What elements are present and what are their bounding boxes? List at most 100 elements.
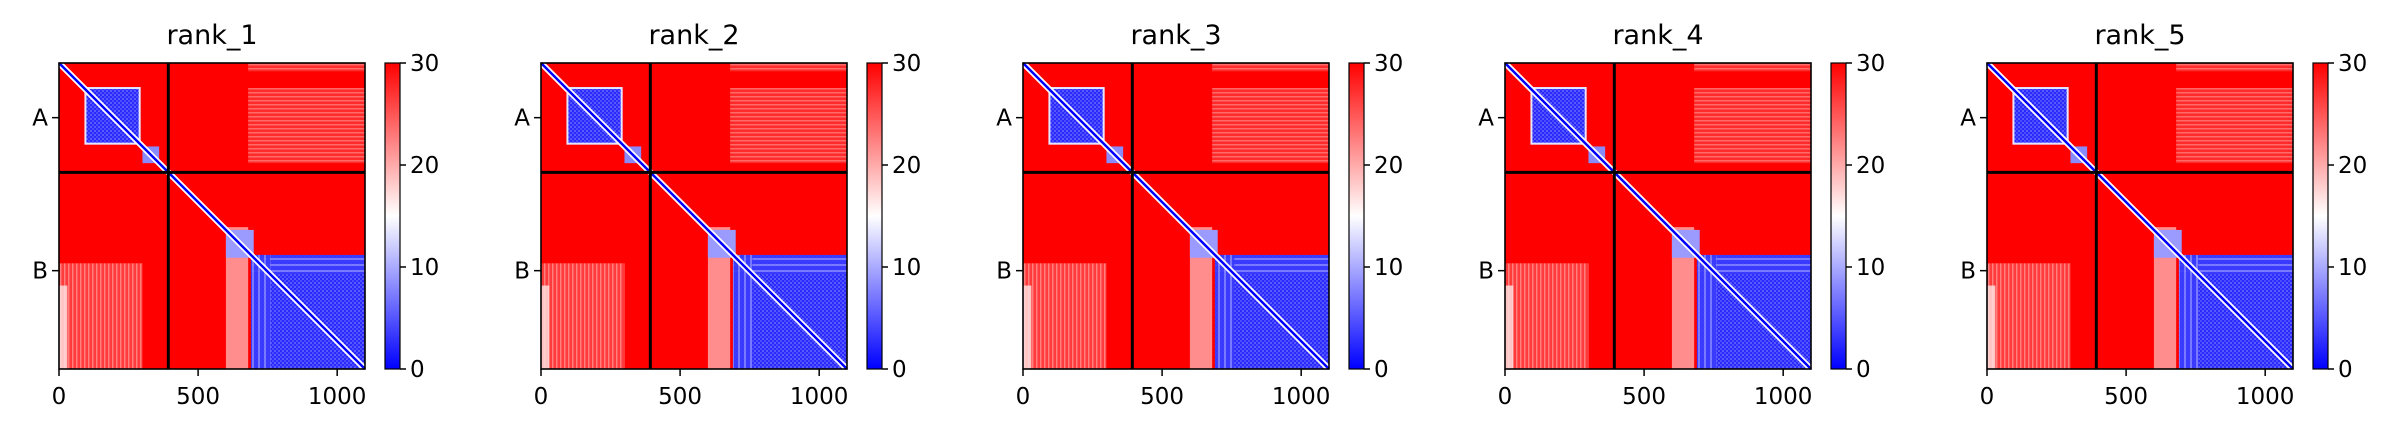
pae-heatmap: [1502, 60, 1814, 372]
x-tick-label: 500: [2104, 384, 2148, 410]
chain-b-domain-edge-rows: [732, 254, 847, 275]
x-tick-label: 0: [1980, 384, 1995, 410]
colorbar-tick-label: 0: [410, 357, 425, 383]
top-band: [2176, 63, 2293, 72]
diagonal: [540, 62, 848, 370]
top-band: [1212, 63, 1329, 72]
chain-b-domain-edge-rows: [2178, 254, 2293, 275]
x-tick-label: 1000: [790, 384, 849, 410]
diagonal: [1504, 62, 1812, 370]
y-tick-label: B: [1960, 259, 1976, 285]
pae-heatmap: [56, 60, 368, 372]
inter-chain-block-ab: [2176, 88, 2293, 164]
colorbar-tick-label: 10: [1374, 255, 1403, 281]
y-tick-label: B: [996, 259, 1012, 285]
colorbar: 0 10 20 30: [866, 51, 921, 383]
colorbar-gradient: [866, 62, 883, 370]
x-tick-label: 0: [52, 384, 67, 410]
inter-chain-block-ba: [59, 263, 143, 369]
pae-heatmap: [538, 60, 850, 372]
x-tick-label: 500: [1622, 384, 1666, 410]
inter-chain-block-ab: [1212, 88, 1329, 164]
x-tick-label: 1000: [2236, 384, 2295, 410]
y-tick-label: A: [32, 106, 48, 132]
chain-b-domain-edge-cols: [1696, 254, 1717, 369]
y-tick-label: B: [1478, 259, 1494, 285]
pae-heatmap: [1984, 60, 2296, 372]
inter-chain-block-ba: [1023, 263, 1107, 369]
colorbar-tick-label: 20: [410, 153, 439, 179]
colorbar: 0 10 20 30: [1830, 51, 1885, 383]
panel-4: rank_4 A B 0 500 1000 0 10 20 30: [1478, 20, 1885, 410]
x-tick-label: 1000: [1754, 384, 1813, 410]
y-tick-label: A: [996, 106, 1012, 132]
x-tick-label: 1000: [308, 384, 367, 410]
inter-chain-block-ba: [1505, 263, 1589, 369]
panel-5: rank_5 A B 0 500 1000 0 10 20 30: [1960, 20, 2367, 410]
y-tick-label: A: [1478, 106, 1494, 132]
chain-b-domain-edge-cols: [2178, 254, 2199, 369]
chain-b-domain-edge-rows: [1214, 254, 1329, 275]
colorbar-tick-label: 0: [2338, 357, 2353, 383]
inter-chain-stripe: [59, 285, 68, 369]
panel-title: rank_5: [2094, 20, 2185, 51]
axes-frame: [540, 62, 848, 370]
inter-chain-stripe: [541, 285, 550, 369]
colorbar-gradient: [384, 62, 401, 370]
axes-frame: [1022, 62, 1330, 370]
x-tick-label: 500: [176, 384, 220, 410]
colorbar: 0 10 20 30: [1348, 51, 1403, 383]
y-tick-label: A: [514, 106, 530, 132]
y-tick-label: B: [32, 259, 48, 285]
axes-frame: [58, 62, 366, 370]
inter-chain-stripe: [1023, 285, 1032, 369]
diagonal: [1986, 62, 2294, 370]
chain-b-domain-edge-cols: [732, 254, 753, 369]
diagonal: [58, 62, 366, 370]
inter-chain-block-ba: [1987, 263, 2071, 369]
top-band: [730, 63, 847, 72]
colorbar-tick-label: 10: [892, 255, 921, 281]
colorbar-tick-label: 10: [1856, 255, 1885, 281]
inter-chain-block-ba: [541, 263, 625, 369]
inter-chain-block-ab: [248, 88, 365, 164]
transition-band: [707, 227, 731, 369]
colorbar-tick-label: 30: [1374, 51, 1403, 77]
colorbar-gradient: [1830, 62, 1847, 370]
transition-band: [225, 227, 249, 369]
colorbar: 0 10 20 30: [2312, 51, 2367, 383]
colorbar-tick-label: 30: [892, 51, 921, 77]
colorbar-tick-label: 10: [410, 255, 439, 281]
panel-3: rank_3 A B 0 500 1000 0 10 20 30: [996, 20, 1403, 410]
chain-b-domain-edge-rows: [1696, 254, 1811, 275]
x-tick-label: 1000: [1272, 384, 1331, 410]
x-tick-label: 500: [658, 384, 702, 410]
diagonal: [1022, 62, 1330, 370]
transition-band: [1189, 227, 1213, 369]
colorbar-tick-label: 20: [1374, 153, 1403, 179]
y-tick-label: B: [514, 259, 530, 285]
chain-b-domain-edge-cols: [1214, 254, 1235, 369]
panel-1: rank_1 A B 0 500 1000 0 10 20 30: [32, 20, 439, 410]
colorbar-tick-label: 20: [892, 153, 921, 179]
colorbar-tick-label: 0: [892, 357, 907, 383]
panel-title: rank_2: [648, 20, 739, 51]
colorbar-tick-label: 30: [2338, 51, 2367, 77]
colorbar-tick-label: 30: [1856, 51, 1885, 77]
inter-chain-block-ab: [730, 88, 847, 164]
chain-b-domain-edge-cols: [250, 254, 271, 369]
panel-title: rank_4: [1612, 20, 1703, 51]
colorbar-tick-label: 0: [1856, 357, 1871, 383]
x-tick-label: 0: [1498, 384, 1513, 410]
panel-2: rank_2 A B 0 500 1000 0 10 20 30: [514, 20, 921, 410]
inter-chain-stripe: [1987, 285, 1996, 369]
colorbar-gradient: [2312, 62, 2329, 370]
panel-title: rank_3: [1130, 20, 1221, 51]
top-band: [248, 63, 365, 72]
colorbar-tick-label: 30: [410, 51, 439, 77]
inter-chain-block-ab: [1694, 88, 1811, 164]
transition-band: [1671, 227, 1695, 369]
axes-frame: [1986, 62, 2294, 370]
x-tick-label: 0: [534, 384, 549, 410]
